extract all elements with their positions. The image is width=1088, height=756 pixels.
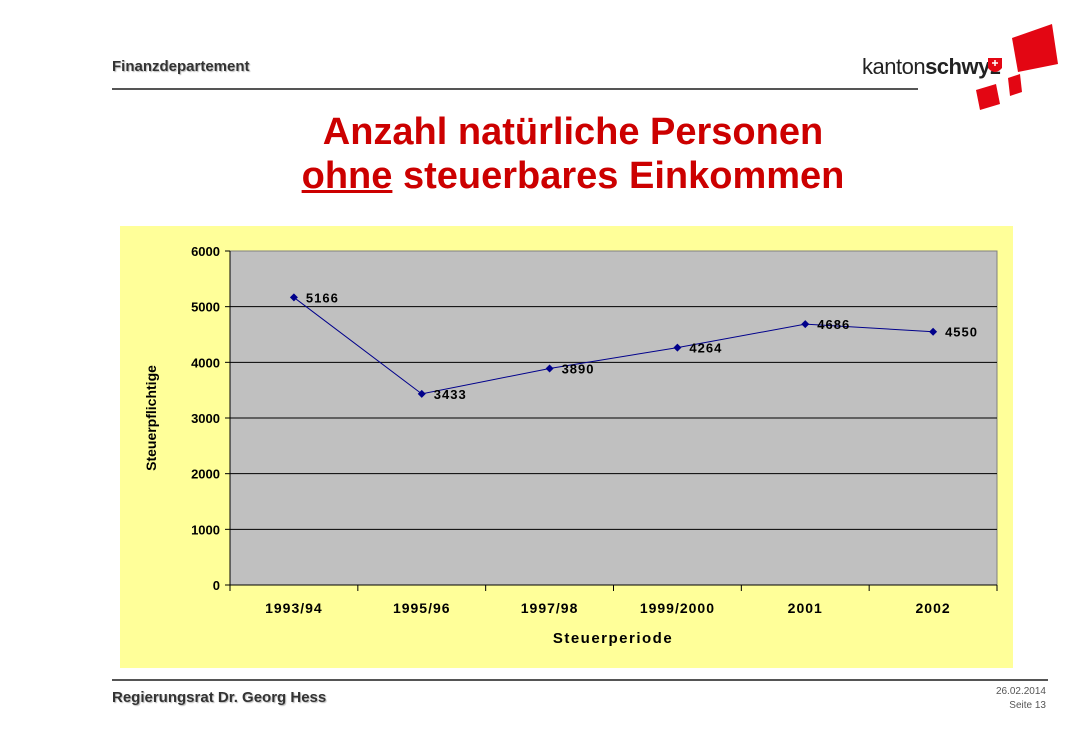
- x-tick-label: 2001: [788, 600, 823, 616]
- chart-area: 0 1000 2000 3000 4000 5000 6000 1993/94 1995/96…: [120, 226, 1013, 668]
- line-chart: 0 1000 2000 3000 4000 5000 6000 1993/94 1995/96…: [143, 244, 998, 647]
- data-point: [929, 327, 938, 336]
- title-line-2-rest: steuerbares Einkommen: [392, 155, 845, 197]
- data-label: 4550: [945, 325, 978, 340]
- data-point: [417, 389, 426, 398]
- data-series: [289, 293, 938, 398]
- title-line-1: Anzahl natürliche Personen: [322, 111, 824, 153]
- x-tick-label: 1999/2000: [640, 600, 715, 616]
- page-title: Anzahl natürliche Personen ohne steuerba…: [58, 110, 1088, 198]
- y-tick-label: 4000: [191, 355, 220, 370]
- series-line: [293, 297, 934, 395]
- y-tick-label: 1000: [191, 522, 220, 537]
- logo-text-light: kanton: [862, 54, 926, 79]
- title-underlined-word: ohne: [301, 155, 393, 197]
- x-tick-label: 1997/98: [521, 600, 579, 616]
- y-tick-label: 2000: [191, 467, 220, 482]
- x-axis-ticks: 1993/94 1995/96 1997/98 1999/2000 2001 2002: [229, 585, 998, 616]
- data-point: [673, 343, 682, 352]
- x-tick-label: 2002: [916, 600, 951, 616]
- author-name: Regierungsrat Dr. Georg Hess: [112, 689, 327, 706]
- y-axis-ticks: 0 1000 2000 3000 4000 5000 6000: [191, 244, 997, 593]
- x-tick-label: 1993/94: [265, 600, 323, 616]
- data-point: [545, 364, 554, 373]
- page-number: Seite 13: [1009, 700, 1046, 711]
- gridlines: [230, 306, 997, 530]
- y-tick-label: 6000: [191, 244, 220, 259]
- data-point: [801, 320, 810, 329]
- title-line-2: ohne steuerbares Einkommen: [58, 154, 1088, 198]
- data-label: 3890: [562, 361, 595, 376]
- y-tick-label: 5000: [191, 300, 220, 315]
- data-label: 5166: [306, 290, 339, 305]
- kanton-schwyz-logo: kantonschwyz: [862, 20, 1062, 116]
- department-name: Finanzdepartement: [112, 58, 250, 75]
- x-axis-label: Steuerperiode: [553, 630, 673, 647]
- data-labels: 5166 3433 3890 4264 4686 4550: [306, 290, 978, 402]
- data-label: 4686: [817, 317, 850, 332]
- footer-divider: [112, 679, 1048, 681]
- x-tick-label: 1995/96: [393, 600, 451, 616]
- slide-date: 26.02.2014: [995, 686, 1046, 697]
- y-tick-label: 3000: [191, 411, 220, 426]
- data-point: [289, 293, 298, 302]
- data-label: 4264: [689, 341, 722, 356]
- y-axis-label: Steuerpflichtige: [143, 365, 159, 471]
- header-divider: [112, 88, 918, 90]
- data-label: 3433: [434, 387, 467, 402]
- y-tick-label: 0: [213, 578, 220, 593]
- logo-mark-icon: [976, 24, 1058, 110]
